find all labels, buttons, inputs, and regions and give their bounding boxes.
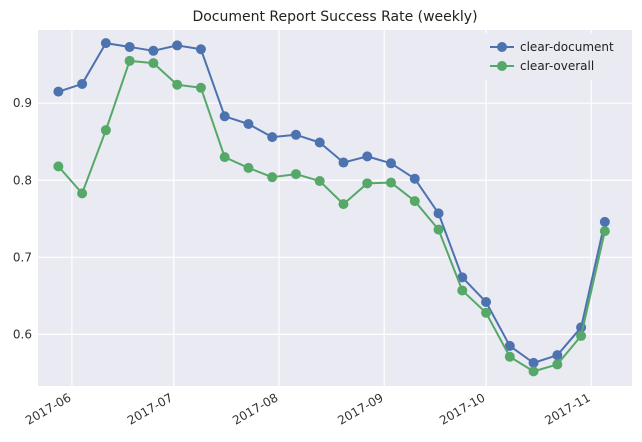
data-point-clear-overall bbox=[576, 330, 587, 341]
data-point-clear-overall bbox=[386, 177, 397, 188]
data-point-clear-document bbox=[433, 208, 444, 219]
data-point-clear-overall bbox=[504, 351, 515, 362]
x-tick-labels: 2017-06 2017-07 2017-08 2017-09 2017-10 2017-… bbox=[23, 390, 593, 427]
x-tick-label: 2017-08 bbox=[230, 390, 280, 427]
data-point-clear-overall bbox=[433, 224, 444, 235]
x-tick-label: 2017-10 bbox=[437, 390, 487, 427]
data-point-clear-overall bbox=[457, 285, 468, 296]
data-point-clear-document bbox=[409, 173, 420, 184]
data-point-clear-overall bbox=[195, 82, 206, 93]
data-point-clear-overall bbox=[219, 152, 230, 163]
data-point-clear-document bbox=[362, 151, 373, 162]
data-point-clear-document bbox=[599, 216, 610, 227]
grid-lines bbox=[38, 30, 632, 386]
data-point-clear-overall bbox=[314, 176, 325, 187]
data-point-clear-overall bbox=[124, 55, 135, 66]
y-tick-label: 0.7 bbox=[13, 250, 32, 264]
data-point-clear-document bbox=[219, 111, 230, 122]
legend-label-clear-document: clear-document bbox=[520, 40, 614, 54]
data-point-clear-overall bbox=[243, 162, 254, 173]
data-point-clear-document bbox=[314, 137, 325, 148]
data-point-clear-document bbox=[267, 132, 278, 143]
data-point-clear-overall bbox=[362, 178, 373, 189]
data-point-clear-overall bbox=[599, 226, 610, 237]
data-point-clear-overall bbox=[290, 169, 301, 180]
data-point-clear-document bbox=[172, 40, 183, 51]
data-point-clear-overall bbox=[552, 359, 563, 370]
series-layer bbox=[53, 38, 610, 377]
data-point-clear-overall bbox=[528, 366, 539, 377]
x-tick-label: 2017-11 bbox=[542, 390, 592, 427]
legend-marker-clear-overall bbox=[497, 61, 507, 71]
legend: clear-document clear-overall bbox=[481, 33, 625, 81]
legend-marker-clear-document bbox=[497, 42, 507, 52]
y-tick-label: 0.6 bbox=[13, 327, 32, 341]
legend-label-clear-overall: clear-overall bbox=[520, 59, 594, 73]
plot-background bbox=[38, 30, 632, 386]
data-point-clear-overall bbox=[409, 196, 420, 207]
data-point-clear-document bbox=[77, 78, 88, 89]
y-tick-label: 0.8 bbox=[13, 173, 32, 187]
series-clear-overall bbox=[53, 55, 610, 377]
data-point-clear-document bbox=[195, 44, 206, 55]
data-point-clear-document bbox=[481, 297, 492, 308]
y-tick-label: 0.9 bbox=[13, 96, 32, 110]
data-point-clear-overall bbox=[148, 58, 159, 69]
data-point-clear-overall bbox=[77, 188, 88, 199]
series-clear-document bbox=[53, 38, 610, 368]
y-tick-labels: 0.6 0.7 0.8 0.9 bbox=[13, 96, 32, 341]
data-point-clear-document bbox=[100, 38, 111, 49]
data-point-clear-overall bbox=[267, 172, 278, 183]
data-point-clear-overall bbox=[53, 161, 64, 172]
data-point-clear-document bbox=[124, 41, 135, 52]
x-tick-label: 2017-06 bbox=[23, 390, 73, 427]
data-point-clear-document bbox=[528, 357, 539, 368]
data-point-clear-document bbox=[457, 272, 468, 283]
data-point-clear-document bbox=[148, 45, 159, 56]
data-point-clear-document bbox=[504, 340, 515, 351]
data-point-clear-document bbox=[338, 157, 349, 168]
data-point-clear-overall bbox=[172, 79, 183, 90]
x-tick-label: 2017-07 bbox=[125, 390, 175, 427]
data-point-clear-overall bbox=[338, 199, 349, 210]
data-point-clear-overall bbox=[100, 125, 111, 136]
data-point-clear-document bbox=[386, 158, 397, 169]
legend-box bbox=[481, 33, 625, 81]
data-point-clear-overall bbox=[481, 307, 492, 318]
chart-title: Document Report Success Rate (weekly) bbox=[192, 9, 477, 25]
data-point-clear-document bbox=[243, 119, 254, 130]
data-point-clear-document bbox=[53, 86, 64, 97]
data-point-clear-document bbox=[290, 129, 301, 140]
data-point-clear-document bbox=[552, 350, 563, 361]
x-tick-label: 2017-09 bbox=[335, 390, 385, 427]
